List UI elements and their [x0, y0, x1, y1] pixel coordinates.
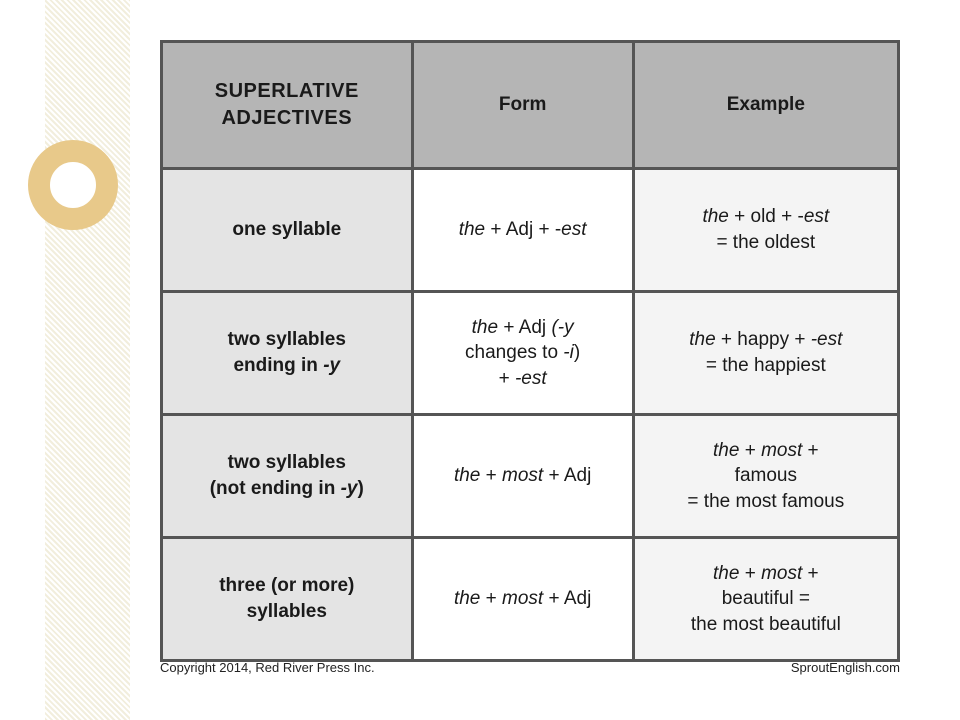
table-row: three (or more)syllables the + most + Ad… — [162, 538, 899, 661]
decorative-ring-icon — [28, 140, 118, 230]
rule-three-or-more: three (or more)syllables — [162, 538, 413, 661]
decorative-stripe — [45, 0, 130, 720]
footer: Copyright 2014, Red River Press Inc. Spr… — [160, 660, 900, 675]
copyright-text: Copyright 2014, Red River Press Inc. — [160, 660, 375, 675]
header-form: Form — [412, 42, 633, 169]
table-row: two syllablesending in -y the + Adj (-yc… — [162, 292, 899, 415]
superlative-table-container: SUPERLATIVE ADJECTIVES Form Example one … — [160, 40, 900, 662]
form-cell: the + most + Adj — [412, 538, 633, 661]
example-cell: the + most +famous= the most famous — [633, 415, 898, 538]
rule-two-syllables-not-y: two syllables(not ending in -y) — [162, 415, 413, 538]
header-superlative-adjectives: SUPERLATIVE ADJECTIVES — [162, 42, 413, 169]
rule-one-syllable: one syllable — [162, 169, 413, 292]
header-example: Example — [633, 42, 898, 169]
example-cell: the + old + -est= the oldest — [633, 169, 898, 292]
example-cell: the + happy + -est= the happiest — [633, 292, 898, 415]
form-cell: the + Adj + -est — [412, 169, 633, 292]
table-row: two syllables(not ending in -y) the + mo… — [162, 415, 899, 538]
form-cell: the + Adj (-ychanges to -i)+ -est — [412, 292, 633, 415]
table-row: one syllable the + Adj + -est the + old … — [162, 169, 899, 292]
example-cell: the + most +beautiful =the most beautifu… — [633, 538, 898, 661]
table-header-row: SUPERLATIVE ADJECTIVES Form Example — [162, 42, 899, 169]
source-text: SproutEnglish.com — [791, 660, 900, 675]
form-cell: the + most + Adj — [412, 415, 633, 538]
header-col1-line2: ADJECTIVES — [221, 107, 352, 129]
superlative-adjectives-table: SUPERLATIVE ADJECTIVES Form Example one … — [160, 40, 900, 662]
header-col1-line1: SUPERLATIVE — [215, 80, 359, 102]
rule-two-syllables-y: two syllablesending in -y — [162, 292, 413, 415]
